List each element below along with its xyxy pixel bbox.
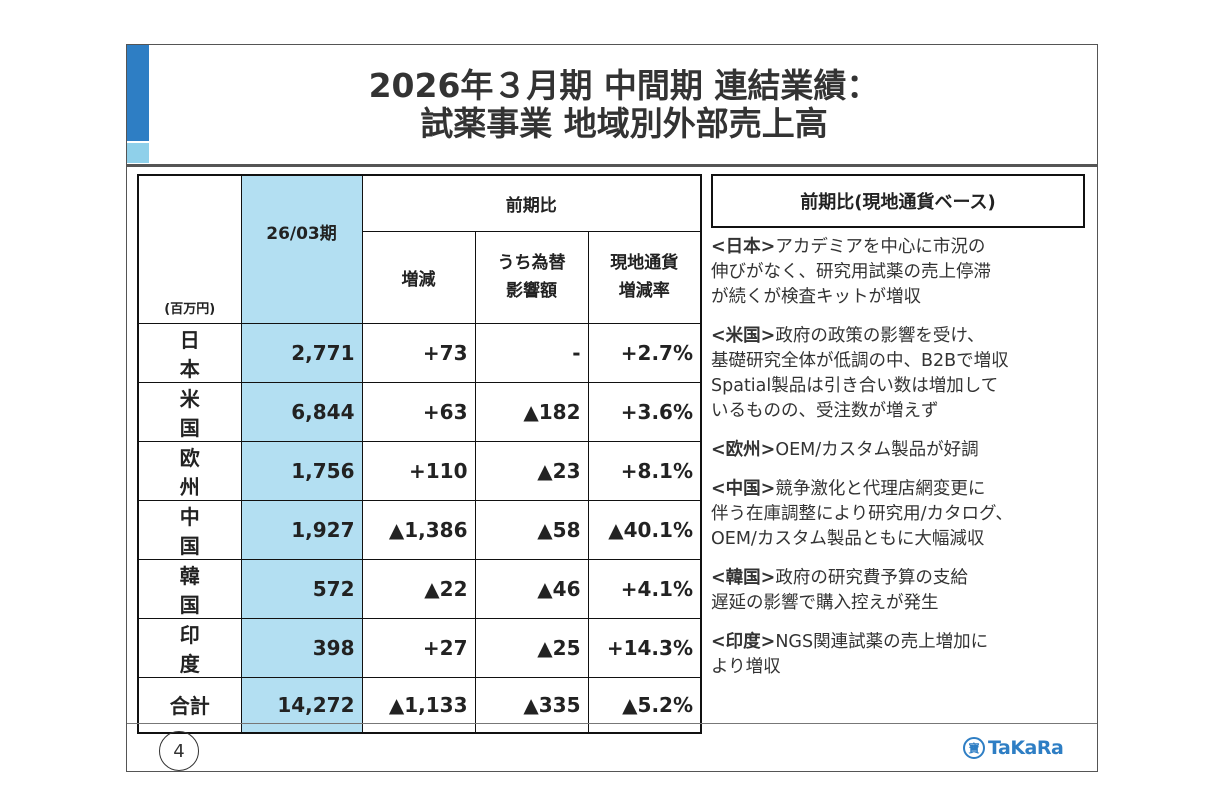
comment-region-name: <印度>: [711, 632, 776, 652]
total-sales-value: 14,272: [240, 676, 363, 734]
region-label: 米国: [137, 381, 242, 442]
comment-korea: <韓国>政府の研究費予算の支給 遅延の影響で購入控えが発生: [711, 568, 968, 613]
change-value: +63: [361, 381, 476, 442]
change-value: +27: [361, 617, 476, 678]
yoy-group-header: 前期比: [361, 174, 702, 232]
table-row: 欧州 1,756 +110 ▲23 +8.1%: [137, 440, 702, 501]
comment-region-name: <中国>: [711, 479, 776, 499]
title-line-2: 試薬事業 地域別外部売上高: [420, 104, 828, 143]
local-rate-value: +8.1%: [587, 440, 702, 501]
table-row: 韓国 572 ▲22 ▲46 +4.1%: [137, 558, 702, 619]
commentary-list: <日本>アカデミアを中心に市況の 伸びがなく、研究用試薬の売上停滞 が続くが検査…: [711, 235, 1096, 680]
unit-label: (百万円): [137, 174, 242, 324]
total-local-rate-value: ▲5.2%: [587, 676, 702, 734]
title-divider: [127, 164, 1097, 167]
sales-value: 6,844: [240, 381, 363, 442]
fx-impact-header: うち為替 影響額: [474, 230, 589, 324]
title-accent-bar-light: [127, 143, 149, 163]
table-row: 米国 6,844 +63 ▲182 +3.6%: [137, 381, 702, 442]
sales-value: 2,771: [240, 322, 363, 383]
comment-china: <中国>競争激化と代理店網変更に 伴う在庫調整により研究用/カタログ、 OEM/…: [711, 479, 1013, 549]
comment-region-name: <米国>: [711, 326, 776, 346]
local-rate-value: +14.3%: [587, 617, 702, 678]
company-logo: 寶 TaKaRa: [963, 737, 1064, 759]
change-value: +110: [361, 440, 476, 501]
local-rate-value: ▲40.1%: [587, 499, 702, 560]
comment-india: <印度>NGS関連試薬の売上増加に より増収: [711, 632, 989, 677]
region-label: 日本: [137, 322, 242, 383]
table-row: 日本 2,771 +73 - +2.7%: [137, 322, 702, 383]
slide-title: 2026年３月期 中間期 連結業績： 試薬事業 地域別外部売上高: [151, 45, 1097, 165]
sales-value: 572: [240, 558, 363, 619]
region-label: 欧州: [137, 440, 242, 501]
footer-divider: [127, 723, 1097, 724]
local-rate-value: +3.6%: [587, 381, 702, 442]
total-label: 合計: [137, 676, 242, 734]
commentary-header: 前期比(現地通貨ベース): [711, 174, 1085, 228]
page-number: 4: [159, 731, 199, 771]
region-label: 韓国: [137, 558, 242, 619]
comment-usa: <米国>政府の政策の影響を受け、 基礎研究全体が低調の中、B2Bで増収 Spat…: [711, 326, 1009, 421]
fx-value: ▲46: [474, 558, 589, 619]
sales-value: 1,927: [240, 499, 363, 560]
fx-value: ▲23: [474, 440, 589, 501]
comment-japan: <日本>アカデミアを中心に市況の 伸びがなく、研究用試薬の売上停滞 が続くが検査…: [711, 237, 991, 307]
logo-wordmark: TaKaRa: [988, 737, 1064, 759]
slide: 2026年３月期 中間期 連結業績： 試薬事業 地域別外部売上高 (百万円) 2…: [126, 44, 1098, 772]
change-value: +73: [361, 322, 476, 383]
table-row: 中国 1,927 ▲1,386 ▲58 ▲40.1%: [137, 499, 702, 560]
sales-table: (百万円) 26/03期 前期比 増減 うち為替 影響額 現地通貨 増減率 日本 2…: [137, 174, 702, 734]
fx-value: -: [474, 322, 589, 383]
change-value: ▲22: [361, 558, 476, 619]
change-header: 増減: [361, 230, 476, 324]
period-header: 26/03期: [240, 174, 363, 324]
region-label: 中国: [137, 499, 242, 560]
local-rate-value: +4.1%: [587, 558, 702, 619]
change-value: ▲1,386: [361, 499, 476, 560]
sales-value: 398: [240, 617, 363, 678]
sales-value: 1,756: [240, 440, 363, 501]
region-label: 印度: [137, 617, 242, 678]
fx-value: ▲25: [474, 617, 589, 678]
fx-value: ▲58: [474, 499, 589, 560]
local-rate-value: +2.7%: [587, 322, 702, 383]
comment-region-name: <欧州>: [711, 440, 776, 460]
total-change-value: ▲1,133: [361, 676, 476, 734]
title-accent-bar: [127, 45, 149, 141]
comment-europe: <欧州>OEM/カスタム製品が好調: [711, 440, 979, 460]
local-currency-rate-header: 現地通貨 増減率: [587, 230, 702, 324]
takara-emblem-icon: 寶: [963, 737, 985, 759]
comment-region-name: <日本>: [711, 237, 776, 257]
total-row: 合計 14,272 ▲1,133 ▲335 ▲5.2%: [137, 676, 702, 734]
total-fx-value: ▲335: [474, 676, 589, 734]
table-row: 印度 398 +27 ▲25 +14.3%: [137, 617, 702, 678]
title-line-1: 2026年３月期 中間期 連結業績：: [368, 66, 880, 105]
fx-value: ▲182: [474, 381, 589, 442]
comment-region-name: <韓国>: [711, 568, 776, 588]
